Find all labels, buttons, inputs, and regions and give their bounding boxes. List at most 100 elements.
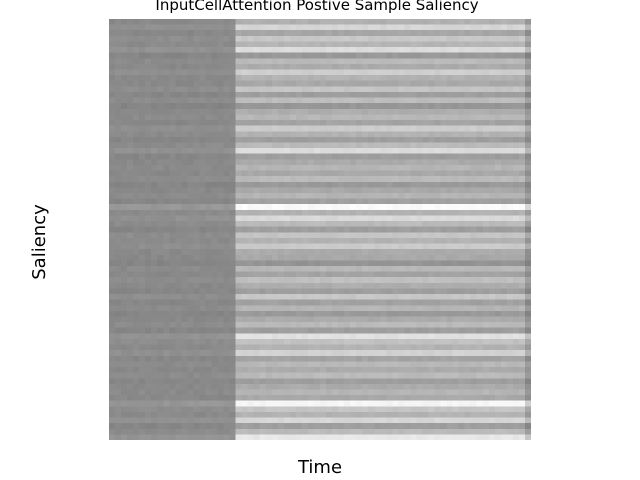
heatmap-cell (109, 310, 116, 318)
heatmap-cell (446, 103, 454, 110)
heatmap-cell (109, 350, 116, 357)
heatmap-cell (362, 193, 369, 200)
heatmap-cell (470, 338, 478, 346)
heatmap-cell (446, 260, 454, 267)
heatmap-cell (145, 333, 152, 340)
heatmap-cell (476, 142, 484, 149)
heatmap-cell (289, 316, 297, 323)
heatmap-cell (139, 19, 146, 26)
heatmap-cell (506, 361, 514, 368)
heatmap-cell (440, 193, 448, 200)
heatmap-cell (151, 322, 158, 329)
heatmap-cell (163, 383, 170, 391)
heatmap-cell (229, 367, 237, 374)
heatmap-cell (235, 75, 243, 82)
heatmap-cell (368, 136, 375, 144)
heatmap-cell (494, 91, 502, 99)
heatmap-cell (458, 159, 466, 166)
heatmap-cell (332, 367, 339, 374)
heatmap-cell (217, 75, 225, 82)
heatmap-cell (344, 114, 351, 121)
heatmap-cell (235, 103, 243, 110)
heatmap-cell (157, 52, 164, 59)
heatmap-cell (145, 372, 152, 379)
heatmap-cell (368, 383, 375, 391)
heatmap-cell (181, 406, 188, 413)
heatmap-cell (524, 80, 531, 87)
heatmap-cell (362, 372, 369, 379)
heatmap-cell (235, 333, 243, 340)
heatmap-cell (241, 125, 249, 132)
heatmap-cell (271, 322, 279, 329)
heatmap-cell (350, 215, 357, 222)
heatmap-cell (362, 97, 369, 104)
heatmap-cell (277, 254, 285, 261)
heatmap-cell (169, 103, 176, 110)
heatmap-cell (133, 142, 140, 149)
heatmap-cell (235, 400, 243, 407)
heatmap-cell (368, 367, 375, 374)
heatmap-cell (404, 411, 412, 419)
heatmap-cell (169, 406, 176, 413)
heatmap-cell (271, 24, 279, 31)
heatmap-cell (362, 86, 369, 93)
heatmap-cell (374, 355, 381, 363)
heatmap-cell (253, 153, 261, 160)
heatmap-cell (398, 63, 405, 71)
heatmap-cell (440, 35, 448, 43)
heatmap-cell (404, 277, 412, 284)
heatmap-cell (271, 209, 279, 217)
heatmap-cell (175, 400, 182, 407)
heatmap-cell (524, 103, 531, 110)
heatmap-cell (368, 316, 375, 323)
heatmap-cell (127, 355, 134, 363)
heatmap-cell (259, 417, 267, 424)
heatmap-cell (307, 372, 315, 379)
heatmap-cell (265, 299, 273, 306)
heatmap-cell (392, 249, 399, 256)
heatmap-cell (265, 271, 273, 278)
heatmap-cell (416, 97, 424, 104)
heatmap-cell (301, 338, 309, 346)
heatmap-cell (362, 164, 369, 172)
heatmap-cell (133, 215, 140, 222)
heatmap-cell (326, 282, 333, 290)
heatmap-cell (175, 372, 182, 379)
heatmap-cell (157, 69, 164, 76)
heatmap-cell (332, 277, 339, 284)
heatmap-cell (428, 187, 436, 194)
heatmap-cell (506, 97, 514, 104)
heatmap-cell (301, 52, 309, 59)
heatmap-cell (338, 378, 345, 385)
heatmap-cell (416, 322, 424, 329)
heatmap-cell (205, 114, 213, 121)
heatmap-cell (187, 80, 194, 87)
heatmap-cell (295, 176, 303, 183)
heatmap-cell (235, 215, 243, 222)
heatmap-cell (458, 176, 466, 183)
heatmap-cell (313, 271, 321, 278)
heatmap-cell (392, 91, 399, 99)
heatmap-cell (452, 226, 460, 233)
heatmap-cell (494, 159, 502, 166)
heatmap-cell (133, 41, 140, 48)
heatmap-cell (416, 367, 424, 374)
heatmap-cell (458, 294, 466, 301)
heatmap-cell (217, 80, 225, 87)
heatmap-cell (223, 316, 231, 323)
heatmap-cell (259, 389, 267, 396)
heatmap-cell (344, 97, 351, 104)
heatmap-cell (392, 159, 399, 166)
heatmap-cell (307, 75, 315, 82)
heatmap-cell (464, 142, 472, 149)
heatmap-cell (338, 282, 345, 290)
heatmap-cell (470, 361, 478, 368)
heatmap-cell (524, 378, 531, 385)
heatmap-cell (235, 327, 243, 334)
heatmap-cell (187, 288, 194, 295)
heatmap-cell (482, 277, 490, 284)
heatmap-cell (326, 153, 333, 160)
heatmap-cell (350, 69, 357, 76)
heatmap-cell (428, 294, 436, 301)
heatmap-cell (428, 159, 436, 166)
